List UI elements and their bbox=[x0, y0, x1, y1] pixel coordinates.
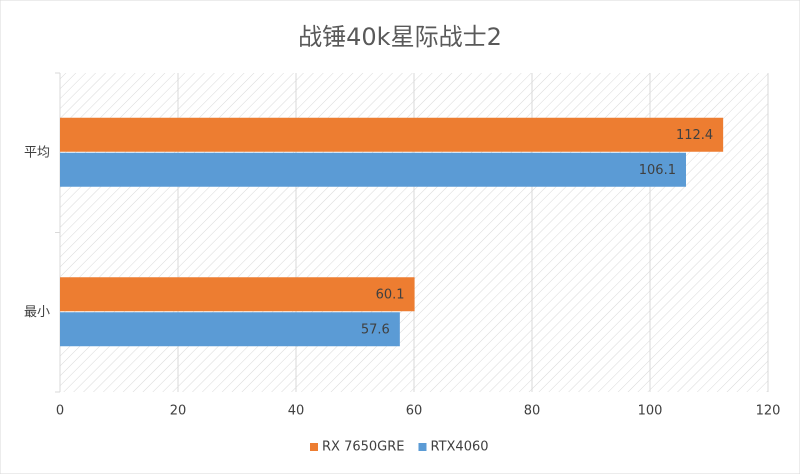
x-tick-label: 60 bbox=[406, 404, 423, 419]
x-tick-label: 120 bbox=[756, 404, 781, 419]
bar bbox=[60, 152, 686, 187]
legend-label: RX 7650GRE bbox=[322, 440, 404, 455]
data-label: 106.1 bbox=[639, 163, 676, 178]
legend-swatch bbox=[418, 443, 427, 451]
x-tick-label: 100 bbox=[638, 404, 663, 419]
data-label: 60.1 bbox=[376, 287, 405, 302]
x-tick-label: 0 bbox=[56, 404, 64, 419]
legend-label: RTX4060 bbox=[430, 440, 488, 455]
x-tick-label: 40 bbox=[288, 404, 305, 419]
bar bbox=[60, 277, 415, 312]
bar bbox=[60, 312, 400, 347]
bar bbox=[60, 117, 724, 152]
data-label: 57.6 bbox=[361, 322, 390, 337]
chart-title: 战锤40k星际战士2 bbox=[298, 23, 502, 51]
y-tick-label: 最小 bbox=[24, 305, 50, 320]
x-tick-label: 80 bbox=[524, 404, 541, 419]
x-tick-label: 20 bbox=[170, 404, 187, 419]
y-tick-label: 平均 bbox=[24, 145, 50, 160]
legend-swatch bbox=[310, 443, 318, 451]
data-label: 112.4 bbox=[676, 128, 713, 143]
